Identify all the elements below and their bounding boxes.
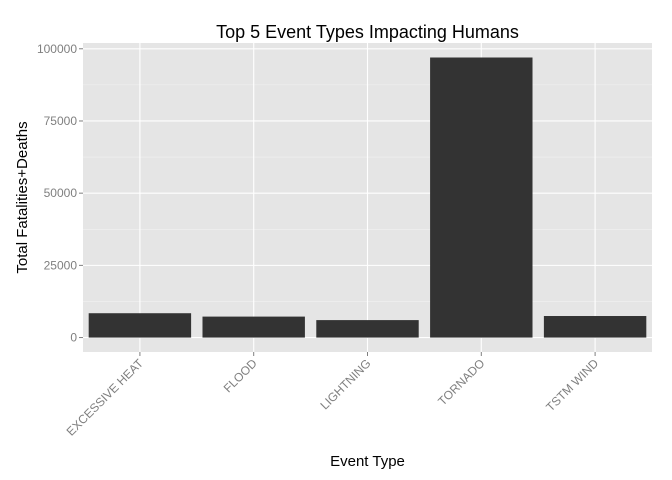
y-tick-label: 100000 <box>37 42 77 56</box>
bar <box>430 57 533 338</box>
bar <box>316 320 419 338</box>
y-axis: 0 25000 50000 75000 100000 <box>37 42 83 345</box>
bars <box>88 57 647 338</box>
y-tick-label: 75000 <box>44 114 78 128</box>
y-axis-title: Total Fatalities+Deaths <box>14 121 31 273</box>
bar <box>543 316 647 338</box>
x-axis-title: Event Type <box>330 453 405 470</box>
y-tick-label: 0 <box>70 331 77 345</box>
y-tick-label: 25000 <box>44 258 78 272</box>
chart-title: Top 5 Event Types Impacting Humans <box>216 22 519 42</box>
y-tick-label: 50000 <box>44 186 78 200</box>
bar <box>88 313 192 338</box>
bar <box>202 316 305 338</box>
